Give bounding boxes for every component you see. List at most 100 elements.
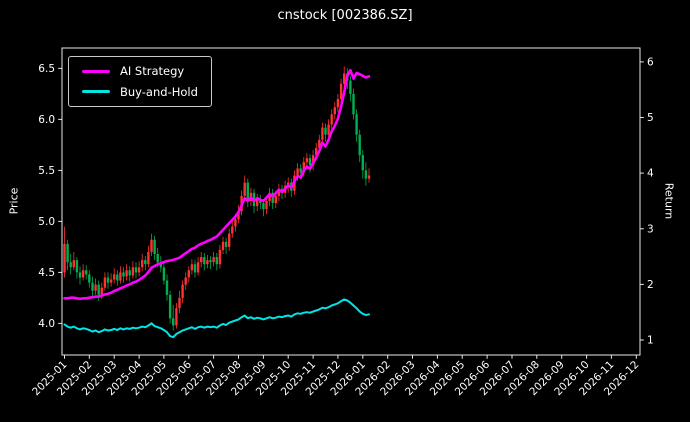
candle-body [193,264,197,273]
candle-body [321,127,324,140]
candle-body [97,284,100,295]
candle-body [150,239,153,252]
y-tick-label-price: 4.5 [38,267,55,279]
candle-body [122,272,125,277]
candle-body [103,277,107,288]
candle-body [100,287,103,295]
candle-body [318,139,321,148]
chart-title: cnstock [002386.SZ] [277,8,413,23]
candle-body [228,233,231,247]
buy-and-hold-line-swatch [82,90,110,94]
legend-label-ai-strategy: AI Strategy [120,64,185,78]
candle-body [209,260,212,263]
candle-body [349,80,352,94]
candle-body [262,203,265,210]
y-tick-label-return: 3 [647,223,654,235]
candle-body [200,257,203,263]
y-tick-label-price: 6.5 [38,63,55,75]
legend-item-buy-and-hold: Buy-and-Hold [82,84,198,99]
y-tick-label-price: 5.0 [38,216,55,228]
candle-body [311,155,315,166]
candle-body [109,279,113,283]
candle-body [144,260,147,265]
candle-body [125,270,128,277]
candle-body [181,284,184,298]
ai-strategy-line-swatch [82,69,110,73]
candle-body [308,158,312,166]
candle-body [324,127,327,135]
candle-body [274,195,277,203]
candle-body [190,264,194,271]
candle-body [153,239,156,254]
candle-body [119,272,122,281]
candle-body [162,267,166,281]
legend: AI Strategy Buy-and-Hold [68,56,212,108]
candle-body [134,267,138,273]
candle-body [175,308,178,326]
candle-body [355,114,358,135]
candle-body [184,277,187,285]
candle-body [159,262,162,268]
y-tick-label-price: 4.0 [38,318,55,330]
candle-body [66,243,69,263]
candle-body [367,175,371,179]
candle-body [172,318,175,326]
candle-body [299,168,302,173]
candle-body [218,249,222,265]
candle-body [206,260,209,265]
candle-body [187,270,190,278]
candle-body [91,282,94,291]
candle-body [203,257,206,265]
y-tick-label-return: 1 [647,335,654,347]
candle-body [212,257,215,263]
candle-body [147,252,150,265]
candle-body [75,260,79,273]
candle-body [237,211,240,220]
ai-strategy-line [63,68,371,301]
candles-layer [63,66,371,331]
candle-body [352,93,355,115]
candle-body [339,83,343,99]
candle-body [296,168,299,176]
candle-body [165,280,169,295]
candle-body [88,274,91,283]
candle-body [224,241,228,247]
candle-body [364,170,368,179]
legend-item-ai-strategy: AI Strategy [82,65,198,78]
candle-body [231,226,234,234]
y-tick-label-price: 6.0 [38,114,55,126]
candle-body [85,270,88,275]
candle-body [343,73,346,84]
legend-label-buy-and-hold: Buy-and-Hold [120,84,198,99]
candle-body [131,267,135,276]
candle-body [196,262,200,273]
candle-body [358,134,361,156]
candle-body [243,182,246,196]
candle-body [215,257,218,265]
y-tick-label-return: 5 [647,112,654,124]
candle-body [330,114,333,125]
y-tick-label-price: 5.5 [38,165,55,177]
candle-body [361,155,364,171]
candle-body [69,262,72,268]
candle-body [277,188,281,196]
y-axis-label-return: Return [662,182,676,220]
candle-body [63,243,66,273]
candle-body [156,254,159,263]
candle-body [141,260,144,268]
candle-body [81,270,85,278]
candle-body [315,148,318,156]
candle-body [116,274,119,281]
candle-body [333,107,336,115]
candle-body [221,241,225,250]
candle-body [271,192,274,203]
candle-body [168,294,172,319]
candle-body [128,270,131,276]
y-axis-label-price: Price [7,187,21,215]
candle-body [336,99,340,108]
candle-body [302,162,305,173]
candle-body [268,192,271,201]
candle-body [246,182,249,201]
candle-body [72,260,75,268]
candle-body [178,297,181,309]
